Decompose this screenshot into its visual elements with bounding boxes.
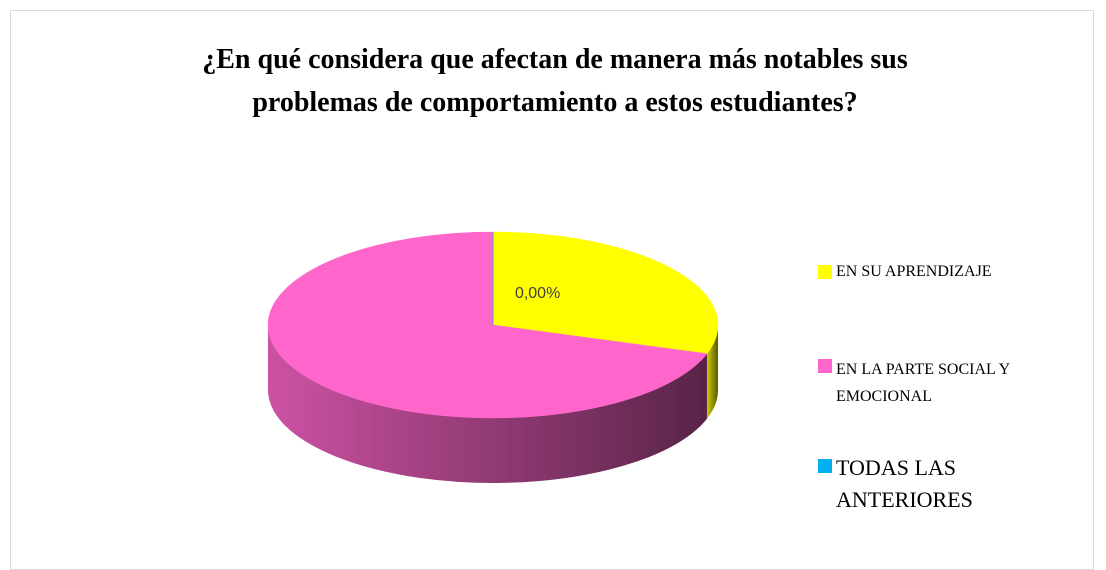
legend-item: TODAS LAS ANTERIORES — [818, 452, 976, 516]
data-label: 0,00% — [515, 285, 560, 302]
slice — [492, 231, 719, 355]
legend-item: EN SU APRENDIZAJE — [818, 262, 1086, 282]
legend-label: TODAS LAS ANTERIORES — [836, 455, 973, 512]
legend-swatch — [818, 359, 832, 373]
chart-title: ¿En qué considera que afectan de manera … — [202, 44, 908, 118]
legend-label: EN SU APRENDIZAJE — [836, 263, 992, 280]
slice-side — [706, 325, 718, 419]
slice — [267, 231, 708, 419]
legend-label: EN LA PARTE SOCIAL Y EMOCIONAL — [836, 361, 1010, 405]
legend-swatch — [818, 459, 832, 473]
legend-item: EN LA PARTE SOCIAL Y EMOCIONAL — [818, 356, 1081, 410]
legend-swatch — [818, 265, 832, 279]
slice-side — [268, 325, 707, 484]
